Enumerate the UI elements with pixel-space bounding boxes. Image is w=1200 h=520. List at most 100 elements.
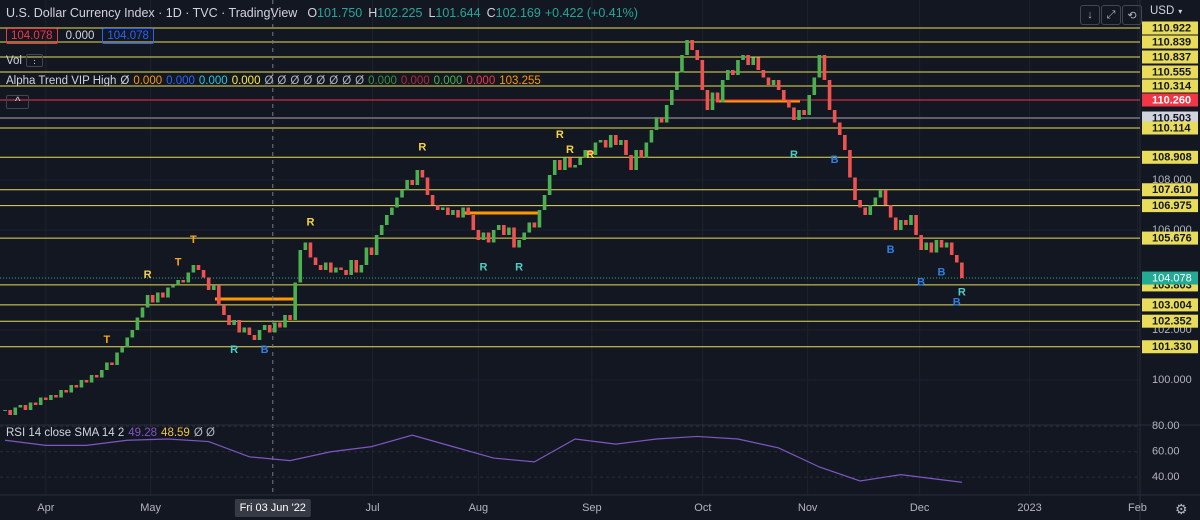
candle (949, 242, 954, 255)
signal-label: B (938, 266, 946, 278)
expand-button[interactable]: ⤢ (1101, 5, 1121, 25)
candle (69, 385, 74, 393)
ohlc-value: 102.225 (377, 6, 423, 20)
candle (364, 247, 369, 265)
signal-label: B (831, 154, 839, 166)
candle (150, 295, 155, 303)
candle (736, 60, 740, 75)
indicator-value: 0.000 (231, 75, 261, 87)
candle (191, 265, 196, 273)
candle (384, 215, 389, 225)
candle (94, 375, 99, 378)
candle (944, 242, 949, 248)
level-label-bg (1142, 121, 1198, 135)
candle (593, 142, 598, 155)
level-label: 110.837 (1152, 51, 1191, 63)
candle (832, 110, 837, 123)
signal-label: R (586, 149, 594, 161)
symbol-title: U.S. Dollar Currency Index · 1D · TVC · … (6, 6, 298, 20)
ohlc-label: L (428, 6, 436, 20)
level-label-bg (1142, 199, 1198, 213)
indicator-value: Ø (329, 75, 339, 87)
candle (649, 130, 654, 143)
signal-label: R (958, 286, 966, 298)
candle (446, 207, 450, 215)
level-label-bg (1142, 231, 1198, 245)
currency-row[interactable]: USD ▾ (1150, 5, 1183, 17)
rsi-tick-label: 60.00 (1152, 446, 1180, 458)
ohlc-item: C102.169 (487, 6, 541, 20)
candle (603, 140, 608, 148)
candle (211, 285, 216, 290)
candle (430, 195, 435, 205)
candle (329, 262, 333, 273)
candle (731, 70, 735, 75)
candle (507, 227, 511, 235)
x-tick-label: Apr (37, 502, 54, 514)
level-label-bg (1142, 314, 1198, 328)
candle (23, 405, 28, 410)
indicator-value: 0.000 (433, 75, 463, 87)
collapse-button[interactable]: ^ (6, 95, 30, 109)
indicator-value: 0.000 (466, 75, 496, 87)
candle (64, 390, 68, 393)
candle (899, 220, 903, 230)
candle (675, 72, 679, 90)
signal-label: B (953, 296, 961, 308)
candle (960, 262, 964, 279)
x-tick-label: 2023 (1017, 502, 1041, 514)
level-label-bg (1142, 93, 1198, 107)
scroll-button[interactable]: ↓ (1080, 5, 1100, 25)
candle (227, 315, 231, 325)
level-label: 110.503 (1152, 112, 1191, 124)
candle (456, 210, 460, 218)
candle (278, 322, 282, 328)
signal-label: B (917, 276, 925, 288)
candle (608, 135, 613, 148)
candle (659, 117, 664, 123)
ohlc-item: H102.225 (368, 6, 422, 20)
candle (303, 242, 308, 250)
signal-label: B (887, 244, 895, 256)
candle (710, 92, 715, 110)
candle (273, 322, 277, 333)
candle (537, 210, 542, 228)
ohlc-label: O (307, 6, 318, 20)
level-label: 110.555 (1152, 66, 1191, 78)
candle (954, 255, 959, 263)
level-label-bg (1142, 79, 1198, 93)
x-tick-label: Sep (582, 502, 602, 514)
volume-toggle[interactable]: ⋮ (26, 54, 43, 67)
level-label: 103.004 (1152, 299, 1193, 311)
candle (904, 220, 908, 225)
candle (552, 160, 557, 175)
candle (888, 205, 893, 218)
indicator-value: Ø (277, 75, 287, 87)
candle (379, 225, 384, 235)
settings-icon[interactable]: ⚙ (1175, 501, 1188, 517)
candle (115, 352, 119, 365)
rsi-tick-label: 40.00 (1152, 471, 1180, 483)
level-label-bg (1142, 21, 1198, 35)
x-tick-label: Feb (1128, 502, 1147, 514)
candle (461, 207, 465, 218)
candle (84, 380, 89, 383)
candle (746, 55, 750, 65)
candle (74, 385, 79, 388)
candle (909, 215, 913, 225)
candle (812, 77, 817, 95)
candle (186, 272, 191, 283)
candle (242, 327, 247, 333)
signal-label: T (104, 334, 111, 346)
x-tick-label: Nov (798, 502, 818, 514)
candle (934, 240, 939, 253)
candle (44, 397, 48, 400)
restore-button[interactable]: ⟲ (1122, 5, 1142, 25)
candle (761, 70, 766, 78)
level-label: 106.975 (1152, 200, 1192, 212)
candle (532, 222, 537, 228)
candle (705, 90, 710, 110)
candle (354, 260, 359, 273)
signal-label: B (261, 344, 269, 356)
